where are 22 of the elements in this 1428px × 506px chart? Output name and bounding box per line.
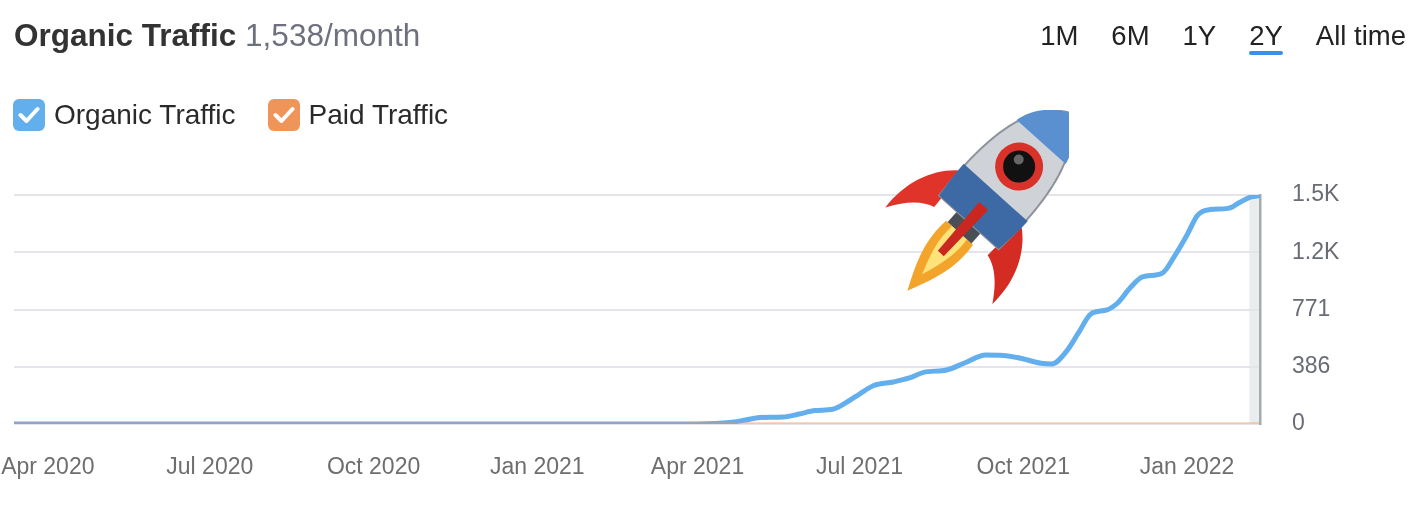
text: All time	[1315, 20, 1406, 52]
text: 1M	[1040, 20, 1079, 52]
x-tick-label: Jul 2021	[816, 453, 903, 480]
x-tick-label: Apr 2020	[1, 453, 95, 480]
y-tick-label: 0	[1292, 409, 1305, 436]
y-tick-label: 1.2K	[1292, 237, 1340, 264]
x-tick-label: Jul 2020	[166, 453, 254, 480]
x-tick-label: Apr 2021	[650, 453, 745, 480]
x-tick-label: Oct 2021	[976, 453, 1070, 480]
x-tick-label: Jan 2022	[1139, 453, 1235, 480]
legend-label: Paid Traffic	[308, 99, 449, 131]
text: 6M	[1111, 20, 1150, 52]
x-tick-label: Oct 2020	[326, 453, 421, 480]
y-tick-label: 1.5K	[1292, 180, 1340, 207]
y-tick-label: 386	[1292, 352, 1331, 379]
legend-label: Organic Traffic	[54, 99, 236, 131]
chart-subtitle: 1,538/month	[245, 17, 421, 53]
text: 1Y	[1182, 20, 1217, 52]
y-tick-label: 771	[1292, 294, 1331, 321]
x-tick-label: Jan 2021	[490, 453, 585, 480]
text: 2Y	[1249, 20, 1283, 52]
chart-title: Organic Traffic	[14, 17, 237, 53]
